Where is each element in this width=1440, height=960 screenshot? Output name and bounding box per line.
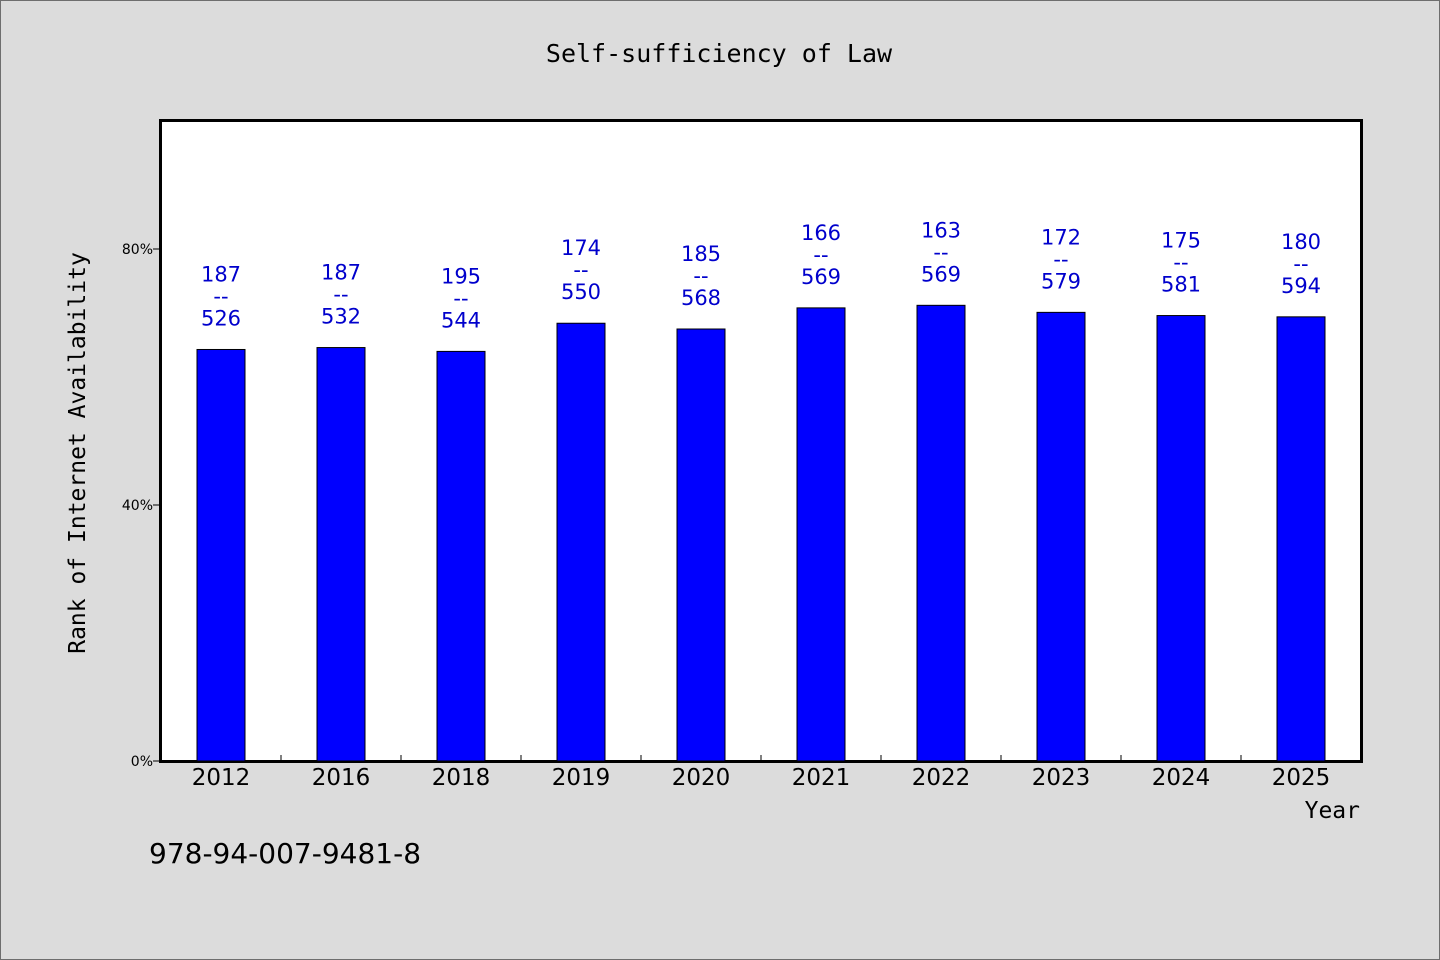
bar-label-separator: -- xyxy=(1053,247,1068,271)
bars-layer xyxy=(196,304,1326,762)
bar-label-separator: -- xyxy=(213,284,228,308)
chart-title: Self-sufficiency of Law xyxy=(546,39,893,68)
x-tick-label: 2020 xyxy=(672,765,731,791)
bar xyxy=(556,322,606,762)
y-tick-label: 0% xyxy=(131,754,153,770)
bar-label-rank: 180 xyxy=(1281,230,1321,254)
bar-label-rank: 172 xyxy=(1041,225,1081,249)
x-tick-label: 2021 xyxy=(792,765,851,791)
x-tick-label: 2025 xyxy=(1272,765,1331,791)
bar-label-total: 526 xyxy=(201,306,241,330)
bar-label-separator: -- xyxy=(1173,251,1188,275)
x-tick-label: 2022 xyxy=(912,765,971,791)
bar-label-separator: -- xyxy=(813,243,828,267)
bar-label-rank: 166 xyxy=(801,221,841,245)
bar-label-rank: 187 xyxy=(201,262,241,286)
bar-label-separator: -- xyxy=(333,283,348,307)
x-tick-label: 2019 xyxy=(552,765,611,791)
bar xyxy=(196,348,246,762)
bar xyxy=(316,347,366,762)
bar-label-total: 569 xyxy=(801,265,841,289)
bar-label-separator: -- xyxy=(573,258,588,282)
bar-label-rank: 195 xyxy=(441,264,481,288)
x-axis-label: Year xyxy=(1305,798,1360,824)
bar-label-separator: -- xyxy=(933,240,948,264)
bar xyxy=(676,328,726,762)
x-tick-label: 2012 xyxy=(192,765,251,791)
bar xyxy=(1276,316,1326,762)
y-axis-label: Rank of Internet Availability xyxy=(65,252,91,654)
bar xyxy=(916,304,966,762)
bar-labels-layer: 187--526187--532195--544174--550185--568… xyxy=(201,218,1321,332)
isbn-text: 978-94-007-9481-8 xyxy=(149,837,421,870)
bar-label-total: 594 xyxy=(1281,274,1321,298)
bar-label-separator: -- xyxy=(453,286,468,310)
bar-label-separator: -- xyxy=(693,264,708,288)
bar-label-total: 579 xyxy=(1041,269,1081,293)
x-tick-label: 2024 xyxy=(1152,765,1211,791)
y-tick-label: 80% xyxy=(122,242,153,258)
bar xyxy=(1036,311,1086,762)
bar-label-rank: 174 xyxy=(561,236,601,260)
bar-label-rank: 185 xyxy=(681,242,721,266)
bar-label-total: 569 xyxy=(921,262,961,286)
bar-label-total: 550 xyxy=(561,280,601,304)
bar xyxy=(1156,315,1206,762)
bar-label-separator: -- xyxy=(1293,252,1308,276)
y-tick-label: 40% xyxy=(122,498,153,514)
bar-label-total: 581 xyxy=(1161,273,1201,297)
x-axis: 2012 2016 2018 2019 2020 2021 2022 2023 2024 2025 xyxy=(192,755,1331,791)
x-tick-label: 2023 xyxy=(1032,765,1091,791)
bar-label-total: 544 xyxy=(441,308,481,332)
x-tick-label: 2016 xyxy=(312,765,371,791)
bar-label-rank: 175 xyxy=(1161,229,1201,253)
bar-label-rank: 187 xyxy=(321,261,361,285)
bar-label-total: 532 xyxy=(321,305,361,329)
bar-label-rank: 163 xyxy=(921,218,961,242)
y-axis: 0% 40% 80% xyxy=(122,242,161,770)
bar xyxy=(796,307,846,762)
bar xyxy=(436,350,486,762)
bar-label-total: 568 xyxy=(681,286,721,310)
x-tick-label: 2018 xyxy=(432,765,491,791)
